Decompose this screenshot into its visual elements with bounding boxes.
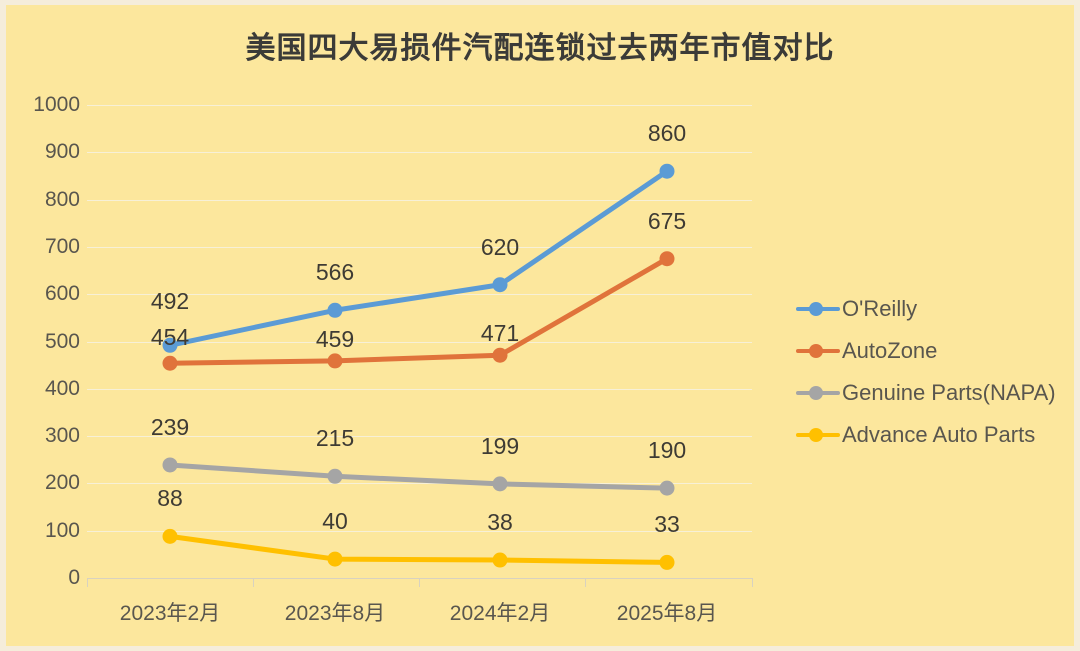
gridline <box>87 530 752 532</box>
chart-container: 美国四大易损件汽配连锁过去两年市值对比 0 100 200 300 400 500 600 7… <box>6 5 1074 646</box>
data-point-label: 88 <box>157 485 183 512</box>
x-axis-tick <box>253 578 254 587</box>
y-axis-tick-label: 900 <box>44 140 80 164</box>
x-axis-tick <box>752 578 753 587</box>
legend-item-label: Advance Auto Parts <box>842 422 1036 447</box>
y-axis-tick-label: 200 <box>44 471 80 495</box>
y-axis-tick-label: 500 <box>44 329 80 353</box>
gridline <box>87 105 752 106</box>
data-point-label: 40 <box>322 508 348 535</box>
data-point-label: 620 <box>480 233 520 260</box>
data-point-label: 860 <box>647 120 687 147</box>
legend-marker-icon <box>796 426 840 444</box>
chart-title: 美国四大易损件汽配连锁过去两年市值对比 <box>245 32 835 65</box>
data-point-label: 33 <box>654 511 680 538</box>
data-point-label: 199 <box>480 432 520 459</box>
legend-item[interactable]: O'Reilly <box>796 288 1066 330</box>
y-axis-tick-label: 100 <box>44 518 80 542</box>
gridline <box>87 199 752 201</box>
y-axis-tick-label: 400 <box>44 376 80 400</box>
legend-item-label: O'Reilly <box>842 296 918 321</box>
data-point-label: 459 <box>315 325 355 352</box>
data-point-label: 190 <box>647 437 687 464</box>
y-axis-tick-label: 800 <box>44 187 80 211</box>
x-axis-tick-label: 2023年2月 <box>119 602 221 625</box>
y-axis-tick-label: 700 <box>44 234 80 258</box>
y-axis-tick-label: 0 <box>68 566 80 589</box>
legend-item[interactable]: Advance Auto Parts <box>796 414 1066 456</box>
data-point-label: 471 <box>480 320 520 347</box>
gridline <box>87 246 752 248</box>
y-axis-tick-label: 1000 <box>33 93 80 116</box>
legend-item[interactable]: AutoZone <box>796 330 1066 372</box>
x-axis-tick-label: 2023年8月 <box>284 602 386 625</box>
legend-marker-icon <box>796 384 840 402</box>
gridline <box>87 152 752 154</box>
x-axis-tick-label: 2024年2月 <box>449 602 551 625</box>
data-point-label: 566 <box>315 259 355 286</box>
x-axis-tick <box>87 578 88 587</box>
legend-marker-icon <box>796 300 840 318</box>
data-point-label: 675 <box>647 207 687 234</box>
data-point-label: 454 <box>150 324 190 351</box>
y-axis-tick-label: 300 <box>44 424 80 448</box>
chart-legend: O'Reilly AutoZone Genuine Parts(NAPA) Advan… <box>796 288 1066 456</box>
legend-item[interactable]: Genuine Parts(NAPA) <box>796 372 1066 414</box>
data-point-label: 38 <box>487 509 513 536</box>
x-axis-tick <box>585 578 586 587</box>
gridline <box>87 436 752 438</box>
y-axis-tick-label: 600 <box>44 282 80 306</box>
x-axis-tick-label: 2025年8月 <box>616 602 718 625</box>
data-point-label: 215 <box>315 425 355 452</box>
legend-marker-icon <box>796 342 840 360</box>
y-axis-tick-labels: 0 100 200 300 400 500 600 700 800 900 1000 <box>8 93 80 589</box>
gridline <box>87 388 752 390</box>
data-point-label: 239 <box>150 413 190 440</box>
x-axis-tick <box>419 578 420 587</box>
gridline <box>87 483 752 485</box>
legend-item-label: Genuine Parts(NAPA) <box>842 380 1056 405</box>
legend-item-label: AutoZone <box>842 338 938 363</box>
data-point-label: 492 <box>150 288 190 315</box>
